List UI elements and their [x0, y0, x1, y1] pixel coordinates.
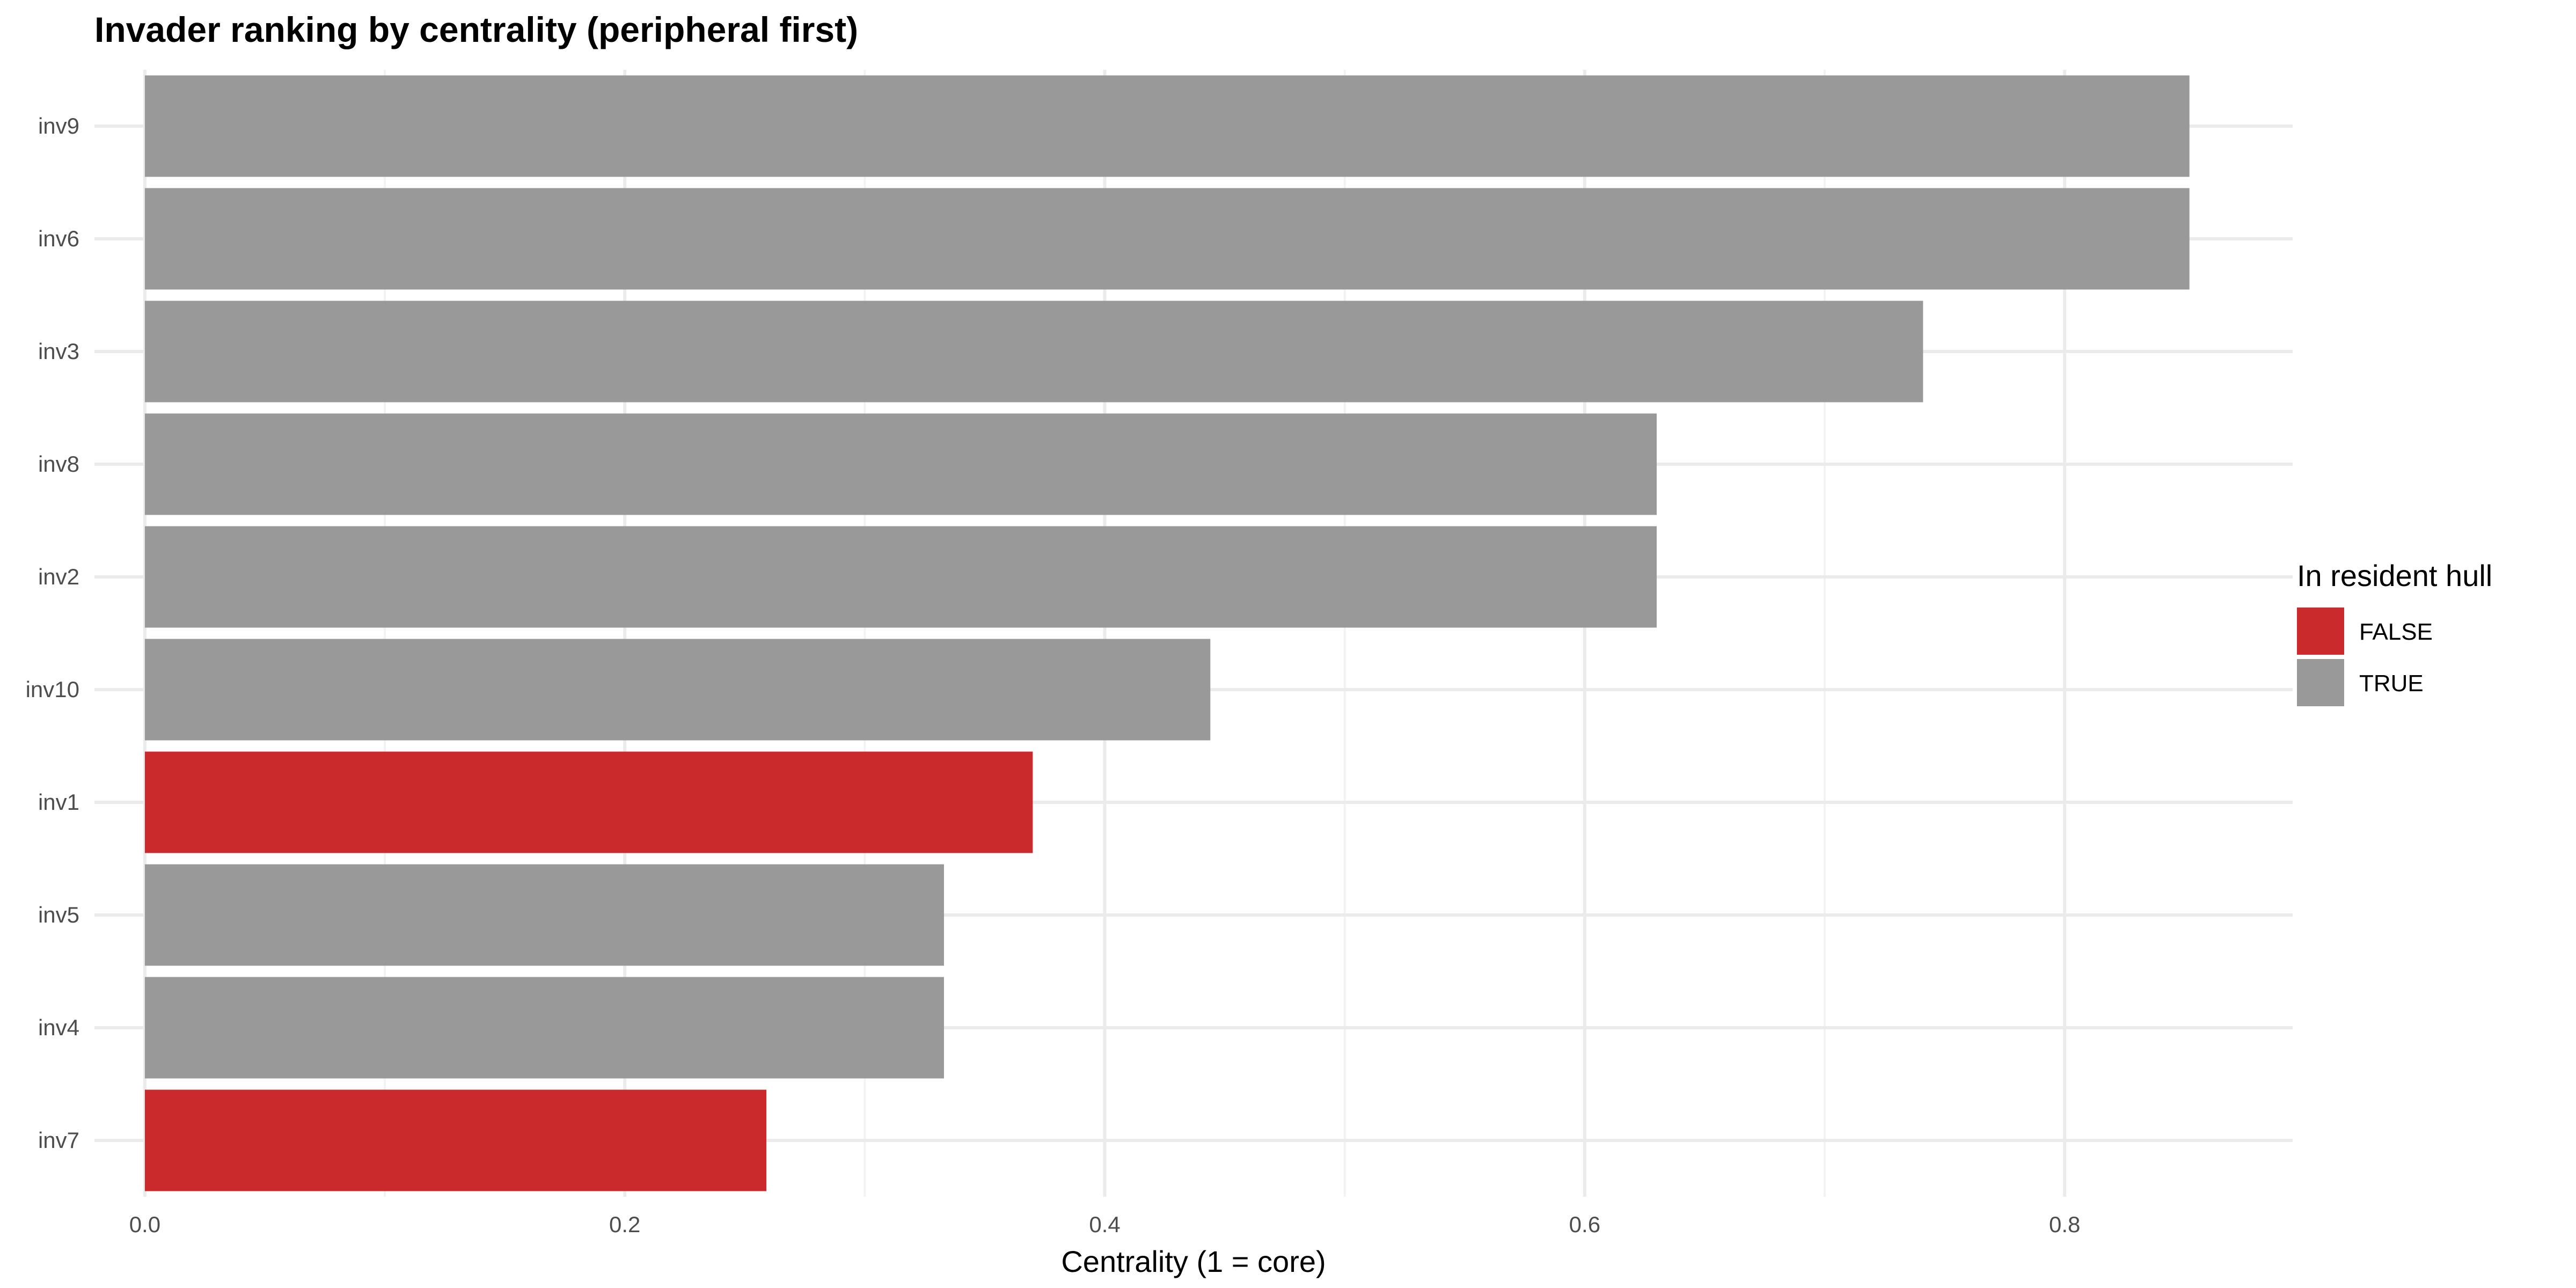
legend-label-false: FALSE	[2359, 619, 2433, 645]
y-tick-label: inv4	[38, 1015, 79, 1040]
y-tick-label: inv6	[38, 226, 79, 251]
y-tick-label: inv1	[38, 789, 79, 815]
y-tick-label: inv7	[38, 1128, 79, 1153]
y-tick-label: inv2	[38, 564, 79, 589]
bar-inv4	[144, 977, 944, 1079]
bar-inv10	[144, 639, 1211, 741]
bar-inv5	[144, 864, 944, 966]
x-axis-ticks: 0.0 0.2 0.4 0.6 0.8	[129, 1212, 2081, 1237]
chart-title: Invader ranking by centrality (periphera…	[94, 10, 858, 49]
x-tick-label: 0.0	[129, 1212, 160, 1237]
y-tick-label: inv3	[38, 339, 79, 364]
bar-inv1	[144, 751, 1033, 853]
bar-inv3	[144, 301, 1923, 402]
x-tick-label: 0.2	[609, 1212, 640, 1237]
bar-inv8	[144, 413, 1657, 515]
legend-key-true	[2297, 659, 2344, 706]
x-tick-label: 0.4	[1089, 1212, 1120, 1237]
y-tick-label: inv9	[38, 113, 79, 138]
y-axis-ticks: inv9 inv6 inv3 inv8 inv2 inv10 inv1 inv5 inv4 inv…	[26, 113, 79, 1153]
x-tick-label: 0.8	[2049, 1212, 2080, 1237]
bar-inv7	[144, 1089, 767, 1191]
y-tick-label: inv5	[38, 902, 79, 927]
bar-inv9	[144, 75, 2190, 177]
legend-label-true: TRUE	[2359, 670, 2424, 697]
legend-key-false	[2297, 608, 2344, 655]
y-tick-label: inv10	[26, 677, 79, 702]
legend: In resident hull FALSE TRUE	[2297, 559, 2492, 706]
y-tick-label: inv8	[38, 451, 79, 477]
legend-title: In resident hull	[2297, 559, 2492, 592]
bars	[144, 75, 2190, 1191]
x-tick-label: 0.6	[1569, 1212, 1600, 1237]
x-axis-title: Centrality (1 = core)	[1061, 1245, 1326, 1278]
bar-inv2	[144, 526, 1657, 628]
bar-inv6	[144, 188, 2190, 290]
